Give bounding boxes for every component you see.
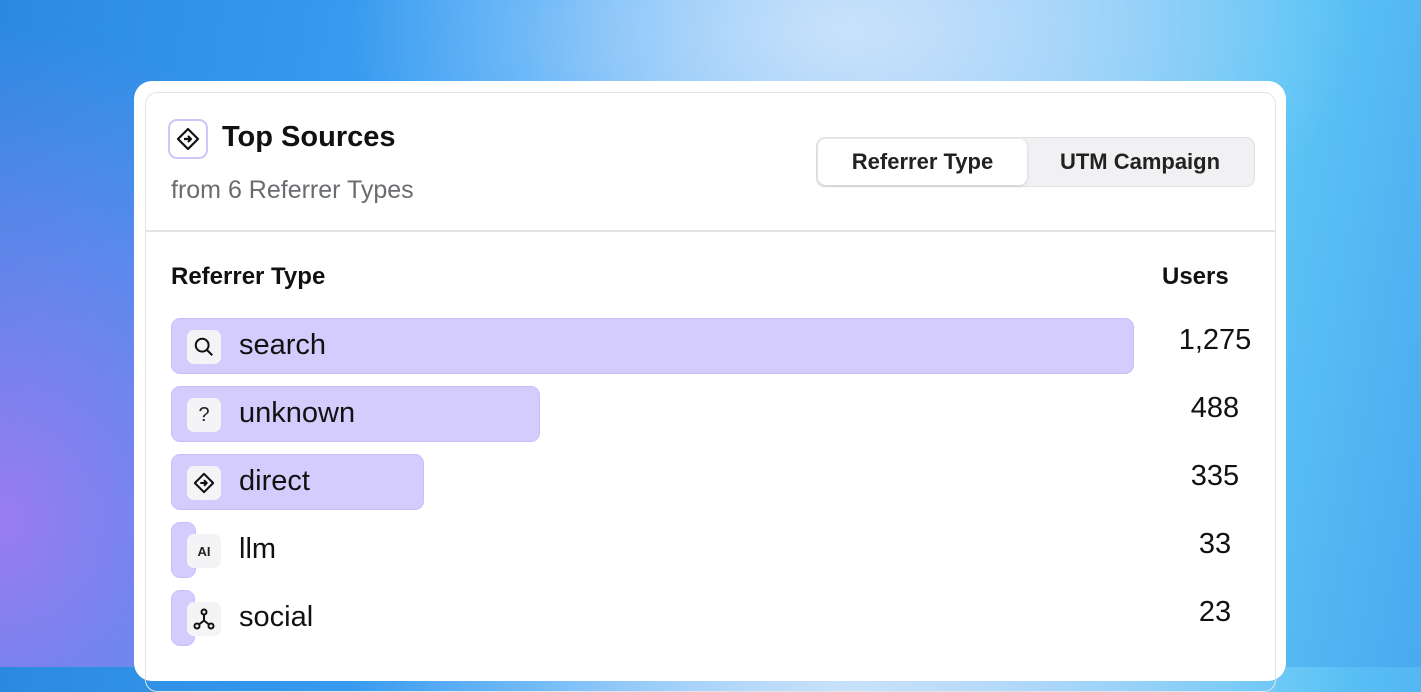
network-icon: [187, 602, 221, 636]
table-row[interactable]: ? unknown 488: [171, 386, 1241, 442]
row-label: direct: [239, 465, 310, 497]
top-sources-card: Top Sources from 6 Referrer Types Referr…: [134, 81, 1286, 692]
tab-referrer-type[interactable]: Referrer Type: [818, 139, 1027, 185]
row-label: llm: [239, 533, 277, 565]
column-header-users: Users: [1162, 263, 1229, 290]
table-row[interactable]: AI llm 33: [171, 522, 1241, 578]
search-icon: [187, 330, 221, 364]
row-label: unknown: [239, 397, 356, 429]
row-label: search: [239, 329, 327, 361]
row-value: 23: [1198, 596, 1232, 628]
row-value: 1,275: [1178, 324, 1252, 356]
row-label: social: [239, 601, 314, 633]
column-header-referrer-type: Referrer Type: [171, 263, 326, 290]
value-bar: [171, 318, 1134, 374]
view-toggle: Referrer Type UTM Campaign: [816, 137, 1255, 187]
question-icon: ?: [187, 398, 221, 432]
card-title: Top Sources: [222, 121, 396, 153]
table-row[interactable]: direct 335: [171, 454, 1241, 510]
direction-diamond-icon: [187, 466, 221, 500]
row-value: 335: [1190, 460, 1240, 492]
table-row[interactable]: search 1,275: [171, 318, 1251, 374]
card-subtitle: from 6 Referrer Types: [171, 176, 414, 204]
card-inner: Top Sources from 6 Referrer Types Referr…: [145, 92, 1276, 692]
divider: [146, 230, 1275, 232]
tab-utm-campaign[interactable]: UTM Campaign: [1029, 139, 1251, 185]
value-bar: [171, 386, 540, 442]
table-row[interactable]: social 23: [171, 590, 1241, 646]
row-value: 33: [1198, 528, 1232, 560]
row-value: 488: [1190, 392, 1240, 424]
ai-icon: AI: [187, 534, 221, 568]
direction-diamond-icon: [168, 119, 208, 159]
